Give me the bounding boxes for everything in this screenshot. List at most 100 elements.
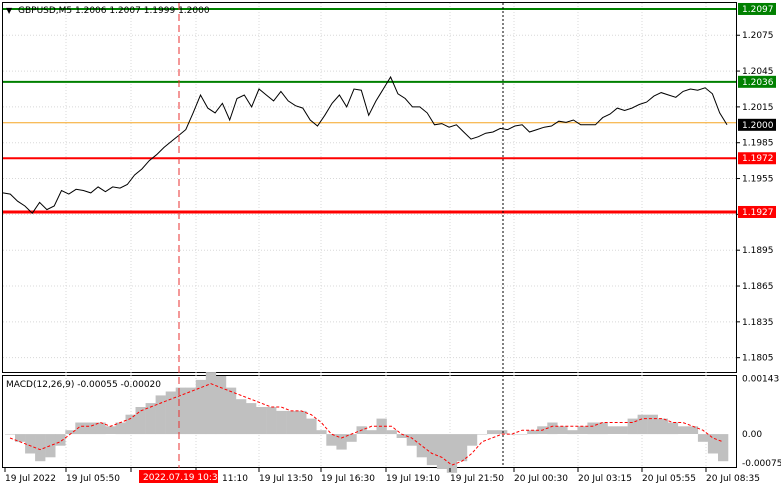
macd-histogram-bar — [436, 434, 448, 469]
macd-histogram-bar — [497, 430, 508, 435]
macd-histogram-bar — [416, 434, 427, 458]
macd-histogram-bar — [567, 430, 578, 435]
price-tick-label: 1.2045 — [742, 67, 774, 77]
time-tick-label: 11:10 — [222, 474, 248, 484]
macd-histogram-bar — [396, 434, 407, 438]
macd-histogram-bar — [55, 434, 66, 446]
time-tick-label: 20 Jul 08:35 — [706, 474, 760, 484]
time-tick-label: 19 Jul 19:10 — [386, 474, 440, 484]
levels — [3, 7, 736, 214]
macd-histogram-bar — [286, 410, 297, 435]
price-pane[interactable] — [2, 2, 737, 373]
macd-histogram-bar — [266, 407, 277, 435]
macd-pane[interactable] — [2, 375, 737, 468]
macd-histogram-bar — [577, 426, 588, 434]
macd-histogram-bar — [697, 434, 709, 442]
time-tick-label: 19 Jul 2022 — [5, 474, 56, 484]
level-1-1927-label: 1.1927 — [742, 208, 774, 218]
macd-histogram-bar — [466, 434, 478, 446]
macd-info: MACD(12,26,9) -0.00055 -0.00020 — [6, 380, 161, 390]
macd-histogram-bar — [477, 434, 488, 435]
grid — [3, 3, 736, 467]
macd-histogram-bar — [45, 434, 56, 458]
macd-histogram-bar — [647, 414, 658, 435]
time-axis: 19 Jul 2022 19 Jul 05:50 11:10 19 Jul 13:50… — [4, 468, 760, 484]
macd-histogram-bar — [25, 434, 36, 454]
level-1-2036-label: 1.2036 — [742, 78, 774, 88]
price-tick-label: 1.1835 — [742, 318, 774, 328]
macd-signal-line — [9, 383, 724, 466]
macd — [5, 372, 729, 473]
level-1-2097-label-box — [738, 2, 776, 15]
chart-triangle-icon: ▼ — [6, 6, 13, 15]
macd-histogram-bar — [617, 426, 628, 434]
macd-histogram-bar — [205, 372, 217, 435]
price-tick-label: 1.1805 — [742, 354, 774, 364]
macd-histogram-bar — [336, 434, 347, 450]
macd-histogram-bar — [677, 426, 689, 434]
macd-histogram-bar — [718, 434, 729, 462]
macd-histogram-bar — [175, 387, 186, 435]
time-tick-label: 20 Jul 00:30 — [514, 474, 568, 484]
time-tick-label: 19 Jul 16:30 — [321, 474, 375, 484]
macd-histogram-bar — [165, 391, 176, 435]
macd-histogram-bar — [246, 403, 257, 435]
macd-histogram-bar — [386, 430, 397, 435]
price-tick-label: 1.2075 — [742, 31, 774, 41]
macd-histogram-bar — [135, 407, 146, 435]
symbol-info: GBPUSD,M5 1.2006 1.2007 1.1999 1.2000 — [18, 6, 210, 16]
macd-histogram-bar — [155, 395, 166, 435]
macd-histogram-bar — [326, 434, 337, 446]
macd-histogram-bar — [456, 434, 468, 462]
level-1-2036-label-box — [738, 75, 776, 88]
price-tick-label: 1.1895 — [742, 246, 774, 256]
macd-histogram-bar — [145, 403, 156, 435]
macd-histogram-bar — [195, 379, 207, 435]
time-tick-label: 19 Jul 05:50 — [66, 474, 120, 484]
price-tick-label: 1.1955 — [742, 175, 774, 185]
macd-histogram-bar — [35, 434, 46, 462]
macd-histogram-bar — [527, 430, 538, 435]
macd-histogram-bar — [306, 418, 317, 435]
macd-histogram-bar — [185, 387, 197, 435]
macd-histogram-bar — [296, 410, 307, 435]
time-tick-label: 19 Jul 13:50 — [259, 474, 313, 484]
macd-histogram-bar — [5, 434, 16, 435]
level-1-1972-label-box — [738, 152, 776, 165]
crosshair-time-box — [139, 470, 218, 483]
macd-histogram-bar — [215, 376, 227, 435]
macd-histogram-bar — [75, 422, 86, 435]
macd-histogram-bar — [95, 422, 106, 435]
macd-histogram-bar — [346, 434, 357, 442]
macd-tick-label: 0.00 — [742, 430, 762, 440]
macd-histogram-bar — [15, 434, 26, 442]
macd-histogram-bar — [85, 422, 96, 435]
macd-histogram-bar — [707, 434, 719, 454]
macd-histogram-bar — [105, 426, 116, 434]
macd-histogram-bar — [316, 430, 327, 435]
macd-axis: 0.00143 0.00 -0.00075 — [742, 375, 781, 469]
macd-histogram-bar — [426, 434, 438, 466]
macd-histogram-bar — [557, 426, 568, 434]
macd-histogram-bar — [225, 387, 237, 435]
macd-histogram-bar — [597, 422, 608, 435]
price-series — [2, 75, 728, 214]
macd-histogram-bar — [236, 399, 247, 435]
time-tick-label: 20 Jul 03:15 — [578, 474, 632, 484]
macd-histogram-bar — [547, 422, 558, 435]
crosshair-time-label: 2022.07.19 10:30 — [143, 473, 224, 483]
macd-histogram-bar — [446, 434, 458, 473]
macd-histogram-bar — [256, 407, 267, 435]
time-tick-label: 19 Jul 21:50 — [450, 474, 504, 484]
current-price-label: 1.2000 — [742, 121, 774, 131]
price-axis: 1.20751.20451.20151.19851.19551.19251.18… — [736, 31, 774, 364]
macd-histogram-bar — [627, 418, 638, 435]
macd-histogram-bar — [487, 430, 498, 435]
macd-histogram-bar — [65, 430, 76, 435]
macd-histogram-bar — [607, 426, 618, 434]
price-tick-label: 1.2015 — [742, 103, 774, 113]
macd-histogram-bar — [517, 434, 528, 435]
macd-histogram-bar — [276, 410, 287, 435]
price-tick-label: 1.1985 — [742, 139, 774, 149]
